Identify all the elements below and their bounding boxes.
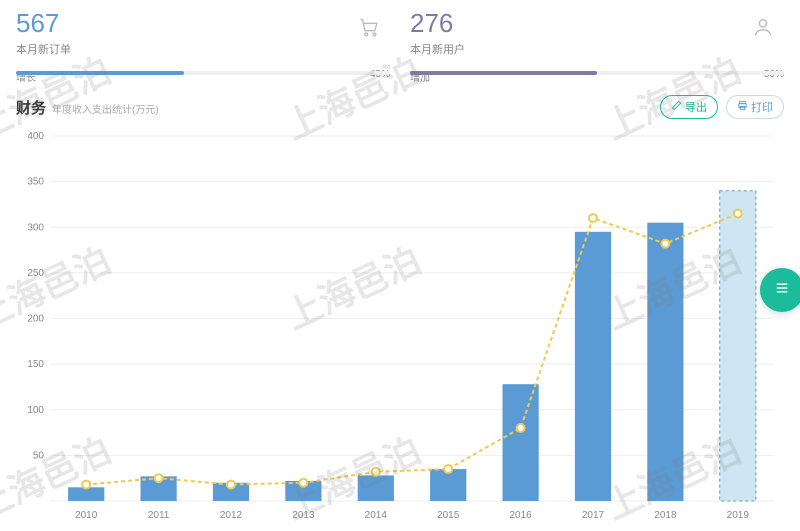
- fab-button[interactable]: [760, 268, 800, 312]
- finance-chart: 50 100 150 200 250 300 350 400 2010 2011 2012 2013 2…: [16, 131, 784, 526]
- users-subtitle: 本月新用户: [410, 41, 784, 57]
- svg-text:100: 100: [27, 405, 44, 416]
- orders-subtitle: 本月新订单: [16, 41, 390, 57]
- svg-text:150: 150: [27, 359, 44, 370]
- menu-lines-icon: [773, 279, 791, 302]
- svg-text:300: 300: [27, 222, 44, 233]
- users-value: 276: [410, 8, 784, 39]
- svg-text:50: 50: [33, 450, 45, 461]
- users-card: 276 本月新用户 增加 50%: [410, 8, 784, 75]
- user-icon: [752, 16, 774, 43]
- svg-text:2011: 2011: [148, 510, 170, 521]
- chart-title: 财务: [16, 97, 46, 118]
- export-button[interactable]: 导出: [660, 95, 718, 119]
- svg-text:2015: 2015: [437, 510, 460, 521]
- svg-text:2016: 2016: [509, 510, 532, 521]
- print-button[interactable]: 打印: [726, 95, 784, 119]
- svg-text:2014: 2014: [365, 510, 388, 521]
- svg-text:250: 250: [27, 268, 44, 279]
- printer-icon: [737, 100, 748, 114]
- svg-text:2010: 2010: [75, 510, 98, 521]
- svg-text:2018: 2018: [654, 510, 677, 521]
- svg-text:2013: 2013: [292, 510, 315, 521]
- print-label: 打印: [751, 99, 773, 115]
- cart-icon: [358, 16, 380, 43]
- chart-subtitle: 年度收入支出统计(万元): [52, 101, 159, 116]
- svg-text:2017: 2017: [582, 510, 605, 521]
- export-label: 导出: [685, 99, 707, 115]
- svg-text:200: 200: [27, 314, 44, 325]
- svg-text:350: 350: [27, 177, 44, 188]
- svg-text:400: 400: [27, 131, 44, 142]
- orders-value: 567: [16, 8, 390, 39]
- svg-text:2012: 2012: [220, 510, 243, 521]
- orders-card: 567 本月新订单 增长 45%: [16, 8, 390, 75]
- pencil-icon: [671, 100, 682, 114]
- svg-text:2019: 2019: [727, 510, 750, 521]
